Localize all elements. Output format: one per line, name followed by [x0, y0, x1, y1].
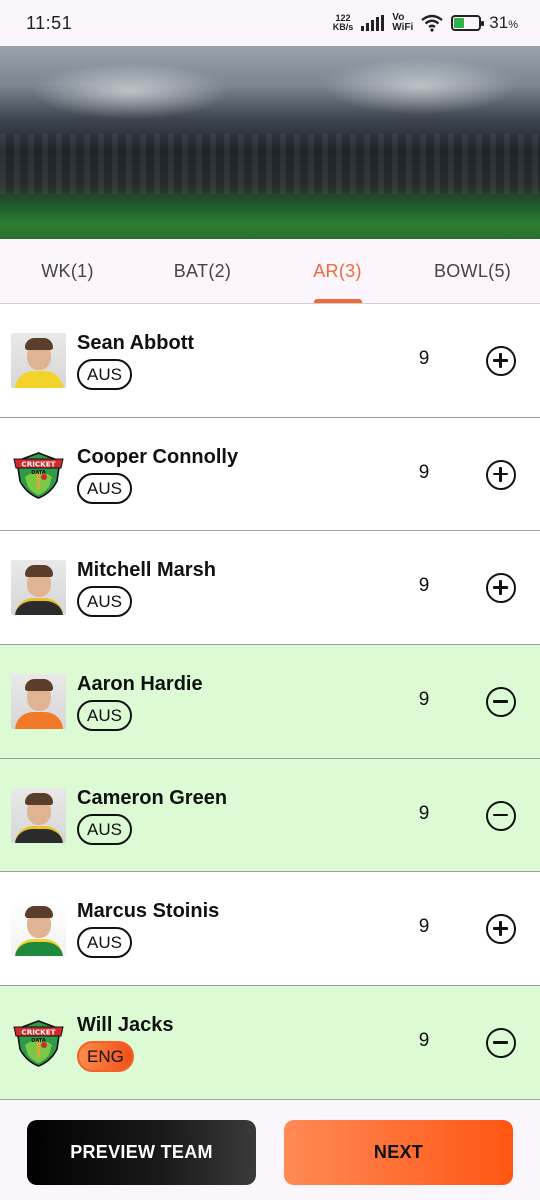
team-badge: AUS	[77, 927, 132, 959]
player-avatar	[11, 901, 66, 957]
minus-circle-icon[interactable]	[486, 687, 516, 718]
vowifi-vo: Vo	[392, 12, 405, 23]
status-time: 11:51	[26, 12, 73, 33]
preview-team-button[interactable]: PREVIEW TEAM	[27, 1120, 256, 1185]
player-name: Marcus Stoinis	[77, 900, 220, 923]
team-badge: AUS	[77, 813, 132, 845]
svg-text:CRICKET: CRICKET	[21, 459, 55, 468]
player-row[interactable]: CRICKET DATA Cooper Connolly AUS 9	[0, 417, 540, 532]
tab-ar[interactable]: AR(3)	[270, 239, 405, 303]
player-name: Sean Abbott	[77, 332, 195, 354]
player-avatar	[11, 560, 66, 616]
svg-text:CRICKET: CRICKET	[21, 1028, 55, 1037]
next-button[interactable]: NEXT	[284, 1120, 513, 1185]
minus-circle-icon[interactable]	[486, 800, 516, 831]
cricket-data-logo: CRICKET DATA	[11, 1015, 66, 1070]
team-badge: AUS	[77, 472, 132, 504]
network-speed-unit: KB/s	[332, 22, 354, 32]
svg-text:DATA: DATA	[31, 1038, 46, 1044]
battery-percent: 31%	[489, 13, 518, 32]
player-name: Cooper Connolly	[77, 445, 239, 468]
player-credits: 9	[418, 802, 430, 824]
vowifi-wifi: WiFi	[392, 22, 414, 33]
vowifi-icon: Vo WiFi	[392, 13, 413, 33]
player-row[interactable]: Cameron Green AUS 9	[0, 758, 540, 873]
team-badge: AUS	[77, 700, 132, 732]
player-credits: 9	[418, 689, 430, 711]
player-name: Mitchell Marsh	[77, 559, 216, 582]
role-tabs: WK(1) BAT(2) AR(3) BOWL(5)	[0, 239, 540, 304]
bottom-action-bar: PREVIEW TEAM NEXT	[0, 1100, 540, 1200]
team-badge: AUS	[77, 586, 132, 618]
team-badge: ENG	[77, 1041, 134, 1073]
status-icons: 122 KB/s Vo WiFi 31%	[333, 13, 518, 33]
cricket-data-logo: CRICKET DATA	[11, 447, 66, 502]
stadium-banner	[0, 46, 540, 239]
plus-circle-icon[interactable]	[486, 914, 516, 945]
plus-circle-icon[interactable]	[486, 459, 516, 490]
tab-wk[interactable]: WK(1)	[41, 260, 94, 281]
player-credits: 9	[418, 348, 430, 369]
player-list: Sean Abbott AUS 9 CRICKET DATA Cooper Co…	[0, 304, 540, 1100]
player-credits: 9	[418, 916, 430, 938]
minus-circle-icon[interactable]	[486, 1028, 516, 1059]
player-name: Cameron Green	[77, 786, 228, 809]
svg-text:DATA: DATA	[31, 470, 46, 476]
plus-circle-icon[interactable]	[486, 573, 516, 604]
player-credits: 9	[418, 461, 430, 483]
player-avatar	[11, 333, 66, 388]
player-row[interactable]: Mitchell Marsh AUS 9	[0, 531, 540, 646]
player-name: Aaron Hardie	[77, 673, 203, 696]
tab-bat[interactable]: BAT(2)	[173, 260, 232, 281]
player-row[interactable]: Aaron Hardie AUS 9	[0, 645, 540, 759]
player-credits: 9	[418, 1030, 430, 1052]
network-speed: 122 KB/s	[333, 14, 354, 32]
player-credits: 9	[418, 575, 430, 597]
tab-bowl[interactable]: BOWL(5)	[433, 260, 512, 281]
player-row[interactable]: CRICKET DATA Will Jacks ENG 9	[0, 986, 540, 1100]
player-avatar	[11, 674, 66, 730]
network-speed-value: 122	[335, 13, 351, 23]
player-name: Will Jacks	[77, 1014, 174, 1037]
player-row[interactable]: Marcus Stoinis AUS 9	[0, 872, 540, 987]
battery-icon	[451, 15, 485, 31]
player-avatar	[11, 787, 66, 843]
team-badge: AUS	[77, 359, 132, 390]
status-bar: 11:51 122 KB/s Vo WiFi 31%	[0, 0, 540, 46]
signal-icon	[361, 15, 385, 31]
wifi-icon	[421, 14, 444, 32]
player-row[interactable]: Sean Abbott AUS 9	[0, 304, 540, 418]
plus-circle-icon[interactable]	[486, 346, 516, 376]
